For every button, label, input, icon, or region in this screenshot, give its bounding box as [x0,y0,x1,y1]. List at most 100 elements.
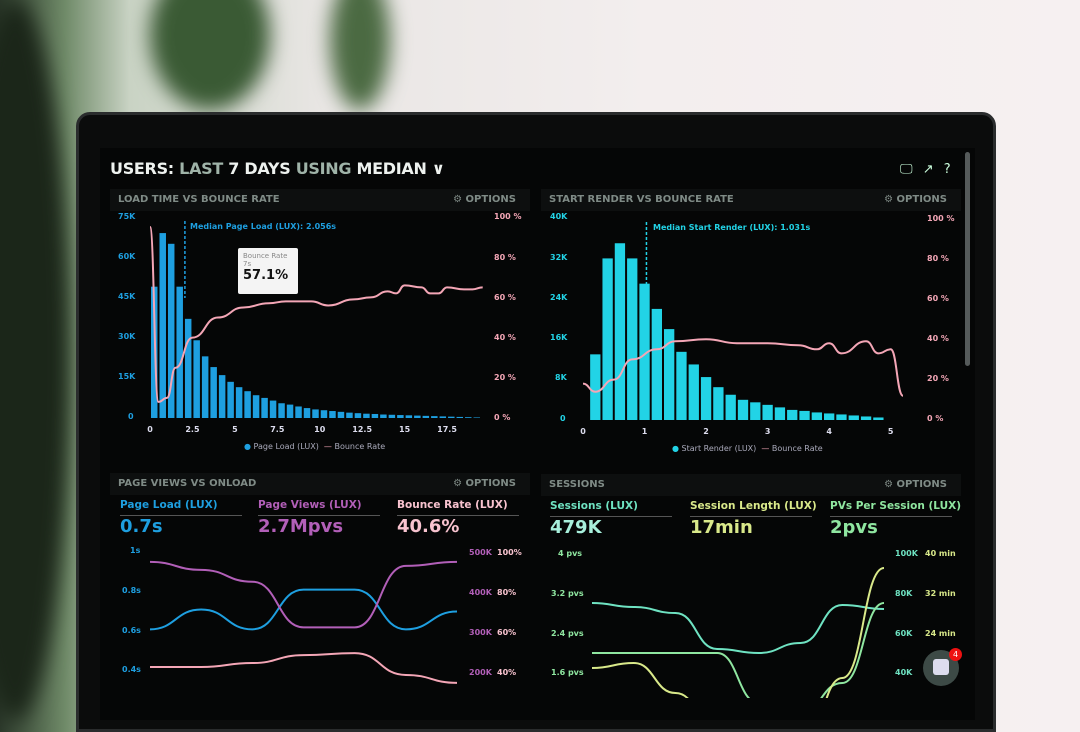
histogram-bar [380,414,387,418]
tick-label: 1s [130,546,141,555]
kpi-label: Page Load (LUX) [120,499,242,516]
tick-label: 16K [550,333,568,342]
page-title[interactable]: USERS: LAST 7 DAYS USING MEDIAN ∨ [110,159,445,178]
histogram-bar [787,409,798,420]
histogram-bar [762,404,773,420]
histogram-bar [354,413,362,418]
tick-label: 40K [895,668,913,677]
share-icon[interactable]: ↗ [922,162,934,177]
histogram-bar [700,377,712,420]
options-button[interactable]: ⚙ OPTIONS [453,194,516,205]
kpi-value: 2pvs [830,517,878,538]
histogram-bar [218,375,226,418]
monitor-icon[interactable]: 🖵 [900,162,913,177]
histogram-bar [602,258,613,420]
histogram-bar [269,400,277,418]
median-label: Median Start Render (LUX): 1.031s [653,223,811,232]
histogram-bar [799,410,810,420]
x-tick-label: 2.5 [185,425,200,434]
tick-label: 0 % [494,413,511,422]
histogram-bar [713,387,724,420]
tick-label: 40 % [494,333,516,342]
tick-label: 60 % [494,293,516,302]
chat-button[interactable] [923,650,959,686]
tick-label: 40K [550,212,568,221]
panel-header-sessions: SESSIONS ⚙ OPTIONS [541,474,961,496]
tick-label: 0 [128,412,134,421]
legend-item: Page Load (LUX) [253,442,319,451]
x-tick-label: 15 [399,425,411,434]
tick-label: 80 % [927,254,949,263]
histogram-bar [431,416,438,418]
histogram-bar [824,413,835,420]
histogram-bar [210,367,217,418]
tick-label: 1.6 pvs [551,668,584,677]
histogram-bar [159,233,166,418]
tick-label: 400K [469,588,492,597]
tick-label: 45K [118,292,136,301]
tick-label: 60K [895,629,913,638]
tick-label: 40% [497,668,517,677]
tick-label: 200K [469,668,492,677]
x-tick-label: 12.5 [352,425,372,434]
kpi-value: 17min [690,517,753,538]
tooltip-value: 57.1% [243,268,289,283]
kpi-value: 40.6% [397,516,460,537]
tick-label: 0.4s [122,665,141,674]
x-tick-label: 7.5 [270,425,285,434]
tick-label: 3.2 pvs [551,589,584,598]
title-part: USING [295,159,352,178]
histogram-bar [422,415,430,418]
options-button[interactable]: ⚙ OPTIONS [453,478,516,489]
x-tick-label: 1 [642,427,648,436]
histogram-bar [614,243,626,420]
series-line [592,602,885,698]
header-icons: 🖵 ↗ ? [900,162,951,177]
x-tick-label: 10 [314,425,326,434]
tick-label: 24 min [925,629,956,638]
legend-item: Bounce Rate [771,444,823,453]
tick-label: 32K [550,253,568,262]
kpi-session-length: Session Length (LUX) 17min [690,500,817,538]
histogram-bar [346,412,353,418]
kpi-value: 0.7s [120,516,163,537]
kpi-value: 2.7Mpvs [258,516,344,537]
tick-label: 20 % [927,374,949,383]
notification-badge: 4 [949,648,962,661]
legend-item: Bounce Rate [334,442,386,451]
tick-label: 80% [497,588,517,597]
kpi-page-views: Page Views (LUX) 2.7Mpvs [258,499,380,537]
scrollbar[interactable] [965,152,970,366]
histogram-bar [176,286,183,418]
x-tick-label: 2 [703,427,709,436]
histogram-bar [286,404,294,418]
histogram-bar [184,318,192,418]
median-label: Median Page Load (LUX): 2.056s [190,222,337,231]
tick-label: 20 % [494,373,516,382]
series-line [591,602,885,655]
tick-label: 0.6s [122,626,141,635]
histogram-bar [371,413,379,418]
histogram-bar [320,410,328,418]
bounce-rate-line [582,338,904,397]
x-tick-label: 0 [580,427,586,436]
options-button[interactable]: ⚙ OPTIONS [884,479,947,490]
legend-load: ● Page Load (LUX) — Bounce Rate [244,442,386,451]
tick-label: 0.8s [122,586,141,595]
panel-title: PAGE VIEWS VS ONLOAD [118,478,257,489]
help-icon[interactable]: ? [943,162,951,177]
tick-label: 60% [497,628,517,637]
histogram-bar [664,329,675,420]
legend-render: ● Start Render (LUX) — Bounce Rate [672,444,823,453]
histogram-bar [329,411,336,418]
histogram-bar [167,243,175,418]
chevron-down-icon[interactable]: ∨ [431,159,445,178]
kpi-pvs-per-session: PVs Per Session (LUX) 2pvs [830,500,961,538]
histogram-bar [363,413,370,418]
x-tick-label: 5 [232,425,238,434]
x-tick-label: 4 [826,427,832,436]
options-button[interactable]: ⚙ OPTIONS [884,194,947,205]
histogram-bar [737,399,749,420]
histogram-bar [473,417,480,418]
histogram-bar [811,412,822,420]
